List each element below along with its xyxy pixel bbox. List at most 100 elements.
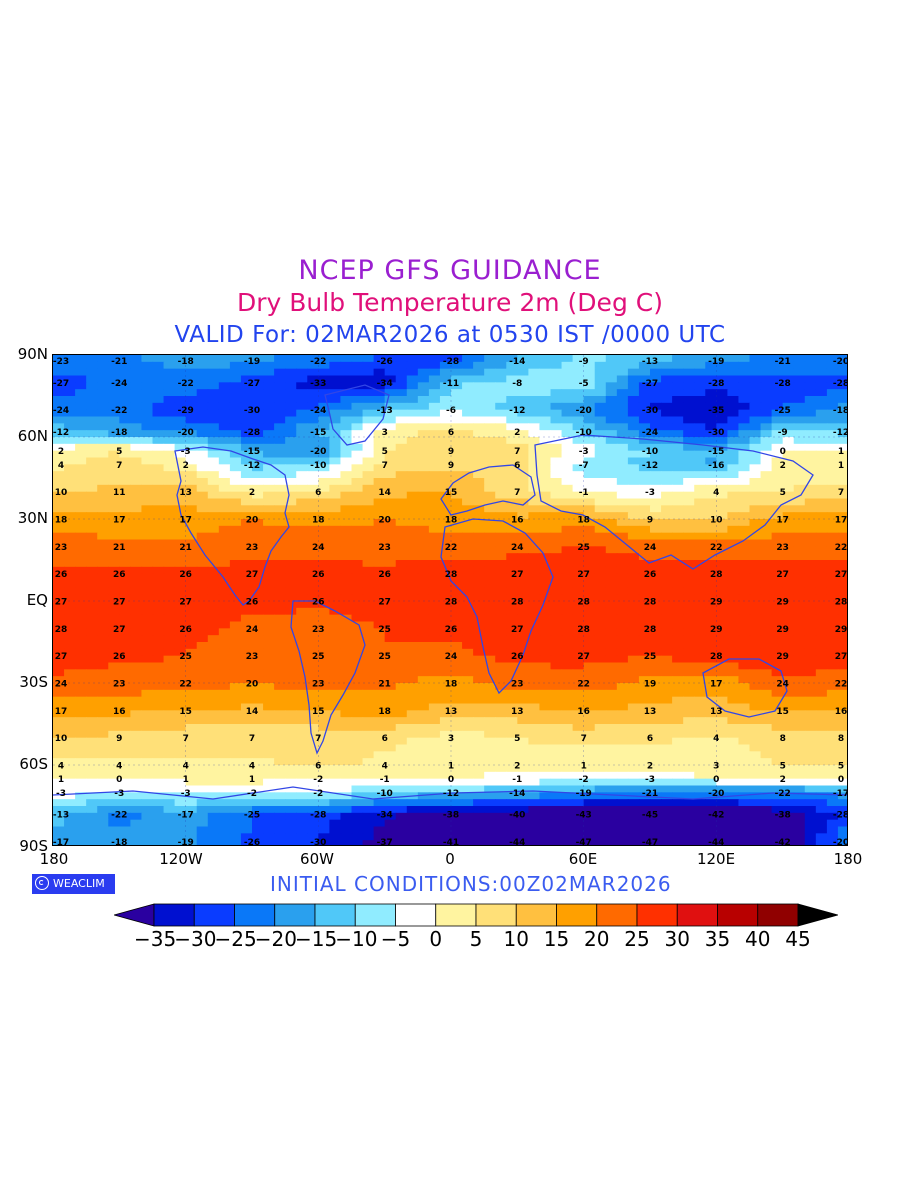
temperature-cell <box>760 409 773 418</box>
temperature-cell <box>650 703 662 711</box>
temperature-cell <box>605 771 618 780</box>
temperature-cell <box>252 478 264 486</box>
temperature-cell <box>650 648 662 657</box>
temperature-cell <box>561 717 574 725</box>
temperature-cell <box>826 614 839 623</box>
temperature-cell <box>119 532 131 541</box>
temperature-cell <box>64 676 76 684</box>
temperature-cell <box>462 628 474 636</box>
temperature-cell <box>782 361 795 370</box>
temperature-cell <box>406 717 419 725</box>
temperature-cell <box>506 553 518 561</box>
temperature-cell <box>53 464 65 472</box>
temperature-cell <box>185 703 198 711</box>
temperature-cell <box>804 819 817 828</box>
temperature-cell <box>417 607 430 616</box>
temperature-cell <box>451 361 463 370</box>
temperature-cell <box>229 457 242 465</box>
temperature-cell <box>86 375 98 383</box>
temperature-cell <box>517 628 529 636</box>
temperature-cell <box>782 580 795 588</box>
temperature-cell <box>583 737 596 746</box>
temperature-cell <box>395 655 408 664</box>
temperature-cell <box>650 505 662 513</box>
temperature-cell <box>351 539 364 547</box>
temperature-cell <box>274 478 286 486</box>
temperature-cell <box>141 389 154 397</box>
temperature-cell <box>86 655 98 664</box>
temperature-cell <box>318 553 330 561</box>
temperature-cell <box>141 607 154 616</box>
temperature-cell <box>274 696 286 705</box>
temperature-cell <box>185 683 198 691</box>
temperature-cell <box>53 696 65 705</box>
temperature-cell <box>782 635 795 643</box>
temperature-cell <box>163 587 176 595</box>
temperature-cell <box>97 587 109 595</box>
temperature-cell <box>672 484 684 493</box>
temperature-cell <box>627 778 640 787</box>
temperature-cell <box>263 402 275 411</box>
temperature-cell <box>130 478 143 486</box>
temperature-cell <box>373 368 386 377</box>
temperature-cell <box>837 539 847 547</box>
temperature-cell <box>285 642 297 650</box>
temperature-cell <box>694 717 706 725</box>
temperature-cell <box>815 512 828 520</box>
temperature-cell <box>605 539 618 547</box>
temperature-cell <box>362 498 375 506</box>
temperature-cell <box>793 683 806 691</box>
temperature-cell <box>605 560 618 568</box>
temperature-cell <box>417 662 430 670</box>
temperature-cell <box>771 498 784 506</box>
temperature-cell <box>572 532 585 541</box>
temperature-cell <box>749 587 762 595</box>
temperature-cell <box>406 799 419 807</box>
temperature-cell <box>207 580 220 588</box>
temperature-cell <box>716 553 728 561</box>
temperature-cell <box>86 546 98 554</box>
temperature-cell <box>727 635 740 643</box>
temperature-cell <box>517 594 529 602</box>
temperature-cell <box>428 621 441 629</box>
temperature-cell <box>661 423 673 431</box>
temperature-cell <box>837 389 847 397</box>
temperature-cell <box>108 430 120 438</box>
temperature-cell <box>528 512 541 520</box>
temperature-cell <box>716 765 728 773</box>
temperature-cell <box>716 491 728 500</box>
temperature-cell <box>174 724 187 732</box>
temperature-cell <box>484 375 496 383</box>
temperature-cell <box>815 642 828 650</box>
temperature-cell <box>705 580 717 588</box>
temperature-cell <box>661 382 673 390</box>
temperature-cell <box>782 785 795 793</box>
temperature-cell <box>207 478 220 486</box>
temperature-cell <box>694 491 706 500</box>
temperature-cell <box>75 484 87 493</box>
temperature-cell <box>528 464 541 472</box>
temperature-cell <box>307 498 319 506</box>
temperature-cell <box>196 416 209 424</box>
temperature-cell <box>462 505 474 513</box>
temperature-cell <box>683 771 695 780</box>
temperature-cell <box>473 655 485 664</box>
temperature-cell <box>428 703 441 711</box>
temperature-cell <box>340 560 353 568</box>
temperature-cell <box>650 580 662 588</box>
temperature-cell <box>274 819 286 828</box>
temperature-cell <box>86 696 98 705</box>
temperature-cell <box>716 539 728 547</box>
temperature-cell <box>406 655 419 664</box>
temperature-cell <box>207 812 220 821</box>
temperature-cell <box>252 498 264 506</box>
temperature-cell <box>484 573 496 582</box>
temperature-cell <box>616 505 629 513</box>
temperature-cell <box>727 744 740 752</box>
temperature-cell <box>804 368 817 377</box>
temperature-cell <box>53 437 65 445</box>
temperature-cell <box>627 573 640 582</box>
temperature-cell <box>451 601 463 609</box>
temperature-cell <box>130 566 143 575</box>
temperature-cell <box>263 689 275 698</box>
